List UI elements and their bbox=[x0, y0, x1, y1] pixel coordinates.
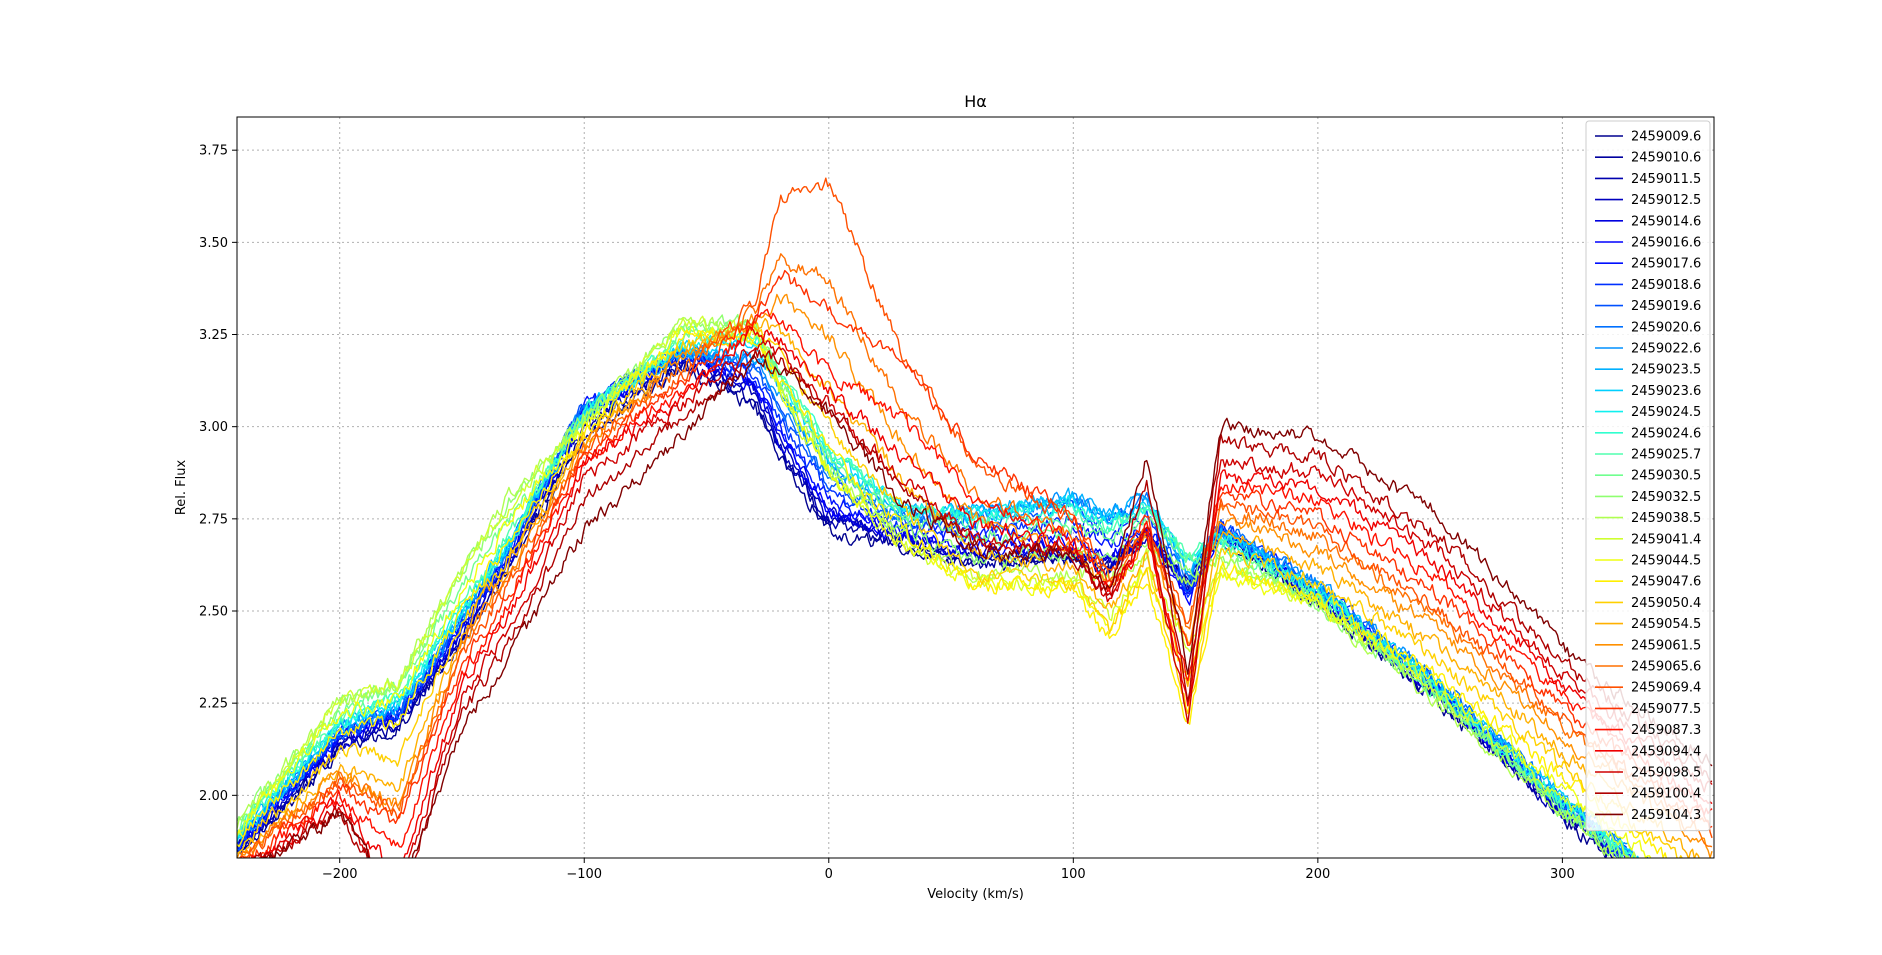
legend-entry: 2459032.5 bbox=[1631, 490, 1701, 505]
y-tick-label: 2.75 bbox=[199, 512, 228, 527]
legend-entry: 2459018.6 bbox=[1631, 278, 1701, 293]
legend-entry: 2459069.4 bbox=[1631, 681, 1701, 696]
x-tick-label: 300 bbox=[1550, 867, 1575, 882]
legend-entry: 2459087.3 bbox=[1631, 723, 1701, 738]
legend-entry: 2459038.5 bbox=[1631, 511, 1701, 526]
legend-entry: 2459022.6 bbox=[1631, 342, 1701, 357]
legend-entry: 2459023.5 bbox=[1631, 363, 1701, 378]
y-tick-label: 2.50 bbox=[199, 605, 228, 620]
x-tick-label: 100 bbox=[1061, 867, 1086, 882]
series-line bbox=[252, 354, 1713, 858]
axis-ticks: −200 −100 0 100 200 300 2.00 2.25 2.50 2.75 3.00 3.… bbox=[199, 144, 1575, 882]
legend-entry: 2459019.6 bbox=[1631, 299, 1701, 314]
legend-entry: 2459011.5 bbox=[1631, 172, 1701, 187]
legend-entry: 2459025.7 bbox=[1631, 448, 1701, 463]
legend-entry: 2459047.6 bbox=[1631, 575, 1701, 590]
y-tick-label: 2.00 bbox=[199, 789, 228, 804]
series-line bbox=[237, 332, 1635, 858]
legend-entry: 2459024.5 bbox=[1631, 405, 1701, 420]
series-line bbox=[237, 293, 1713, 858]
legend-entry: 2459014.6 bbox=[1631, 214, 1701, 229]
x-axis-label: Velocity (km/s) bbox=[927, 887, 1024, 902]
legend-entry: 2459077.5 bbox=[1631, 702, 1701, 717]
y-axis-label: Rel. Flux bbox=[174, 460, 189, 516]
legend-entry: 2459012.5 bbox=[1631, 193, 1701, 208]
legend-box bbox=[1585, 120, 1711, 832]
series-line bbox=[250, 308, 1713, 858]
legend-entry: 2459044.5 bbox=[1631, 554, 1701, 569]
x-tick-label: 0 bbox=[825, 867, 833, 882]
legend-entry: 2459024.6 bbox=[1631, 426, 1701, 441]
y-tick-label: 2.25 bbox=[199, 697, 228, 712]
legend-entry: 2459094.4 bbox=[1631, 744, 1701, 759]
legend: 2459009.6 2459010.6 2459011.5 2459012.5 2459… bbox=[1585, 120, 1711, 832]
legend-entry: 2459010.6 bbox=[1631, 151, 1701, 166]
x-tick-label: −100 bbox=[566, 867, 602, 882]
x-tick-label: 200 bbox=[1305, 867, 1330, 882]
legend-entry: 2459009.6 bbox=[1631, 130, 1701, 145]
series-line bbox=[237, 325, 1652, 858]
series-line bbox=[237, 322, 1629, 858]
series-lines bbox=[237, 177, 1713, 858]
legend-entry: 2459100.4 bbox=[1631, 787, 1701, 802]
legend-entry: 2459061.5 bbox=[1631, 638, 1701, 653]
y-tick-label: 3.00 bbox=[199, 420, 228, 435]
legend-entry: 2459016.6 bbox=[1631, 236, 1701, 251]
legend-entry: 2459050.4 bbox=[1631, 596, 1701, 611]
x-tick-label: −200 bbox=[322, 867, 358, 882]
series-line bbox=[239, 269, 1713, 858]
y-tick-label: 3.50 bbox=[199, 236, 228, 251]
series-line bbox=[253, 326, 1713, 858]
legend-entry: 2459023.6 bbox=[1631, 384, 1701, 399]
legend-entry: 2459020.6 bbox=[1631, 320, 1701, 335]
y-tick-label: 3.25 bbox=[199, 328, 228, 343]
series-line bbox=[237, 329, 1668, 858]
plot-frame bbox=[236, 116, 1715, 859]
series-line bbox=[237, 315, 1637, 858]
chart-title: Hα bbox=[964, 92, 987, 111]
series-line bbox=[238, 253, 1713, 858]
legend-entry: 2459041.4 bbox=[1631, 532, 1701, 547]
legend-entry: 2459098.5 bbox=[1631, 766, 1701, 781]
legend-entry: 2459017.6 bbox=[1631, 257, 1701, 272]
legend-entry: 2459054.5 bbox=[1631, 617, 1701, 632]
legend-entry: 2459030.5 bbox=[1631, 469, 1701, 484]
series-line bbox=[237, 316, 1629, 858]
series-line bbox=[237, 317, 1700, 858]
series-line bbox=[263, 340, 1713, 858]
series-line bbox=[253, 348, 1713, 858]
legend-entry: 2459065.6 bbox=[1631, 660, 1701, 675]
legend-entry: 2459104.3 bbox=[1631, 808, 1701, 823]
y-tick-label: 3.75 bbox=[199, 144, 228, 159]
